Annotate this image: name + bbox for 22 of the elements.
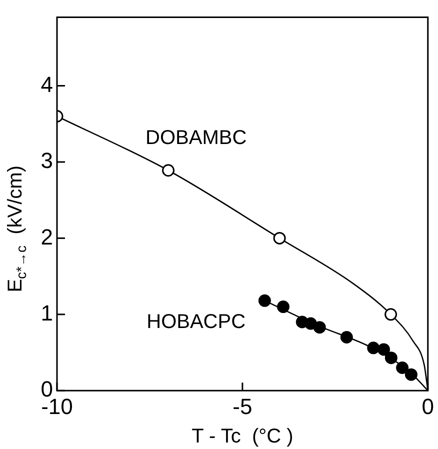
x-axis-title: T - Tc (°C ): [192, 426, 294, 448]
x-tick-label: -5: [232, 394, 252, 419]
point: [404, 368, 418, 381]
series-label: DOBAMBC: [146, 126, 247, 149]
y-tick-label: 2: [40, 224, 53, 250]
point: [313, 321, 326, 334]
point: [273, 232, 286, 244]
point: [367, 342, 380, 354]
point: [162, 164, 175, 177]
y-tick-label: 4: [40, 72, 53, 97]
point: [340, 331, 353, 344]
point: [384, 352, 398, 364]
x-tick-label: 0: [422, 394, 434, 419]
point: [276, 300, 290, 314]
point: [396, 361, 409, 374]
series-label: HOBACPC: [146, 311, 246, 334]
y-axis-title: Ec*→c (kV/cm): [4, 166, 29, 292]
point: [378, 343, 390, 356]
y-tick-label: 1: [40, 300, 53, 326]
point: [258, 294, 271, 307]
y-tick-label: 3: [40, 148, 53, 174]
point: [384, 308, 398, 321]
